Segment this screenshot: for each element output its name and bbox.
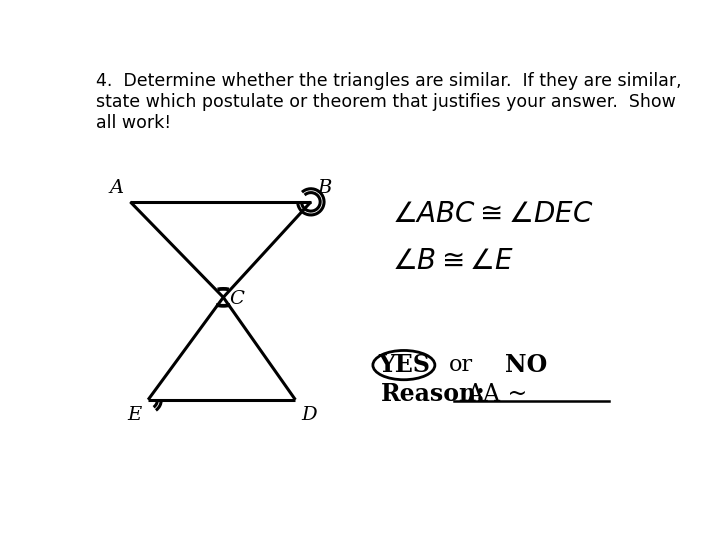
Text: YES: YES [378,353,430,377]
Text: C: C [230,290,244,308]
Text: D: D [302,406,318,424]
Text: B: B [317,179,331,197]
Text: 4.  Determine whether the triangles are similar.  If they are similar,
state whi: 4. Determine whether the triangles are s… [96,72,682,132]
Text: $\angle B \cong \angle E$: $\angle B \cong \angle E$ [392,248,515,275]
Text: AA ~: AA ~ [466,383,527,406]
Text: or: or [449,354,473,376]
Text: A: A [110,179,124,197]
Text: E: E [127,406,142,424]
Text: Reason:: Reason: [381,382,485,407]
Text: $\angle ABC \cong \angle DEC$: $\angle ABC \cong \angle DEC$ [392,201,594,228]
Text: NO: NO [505,353,547,377]
